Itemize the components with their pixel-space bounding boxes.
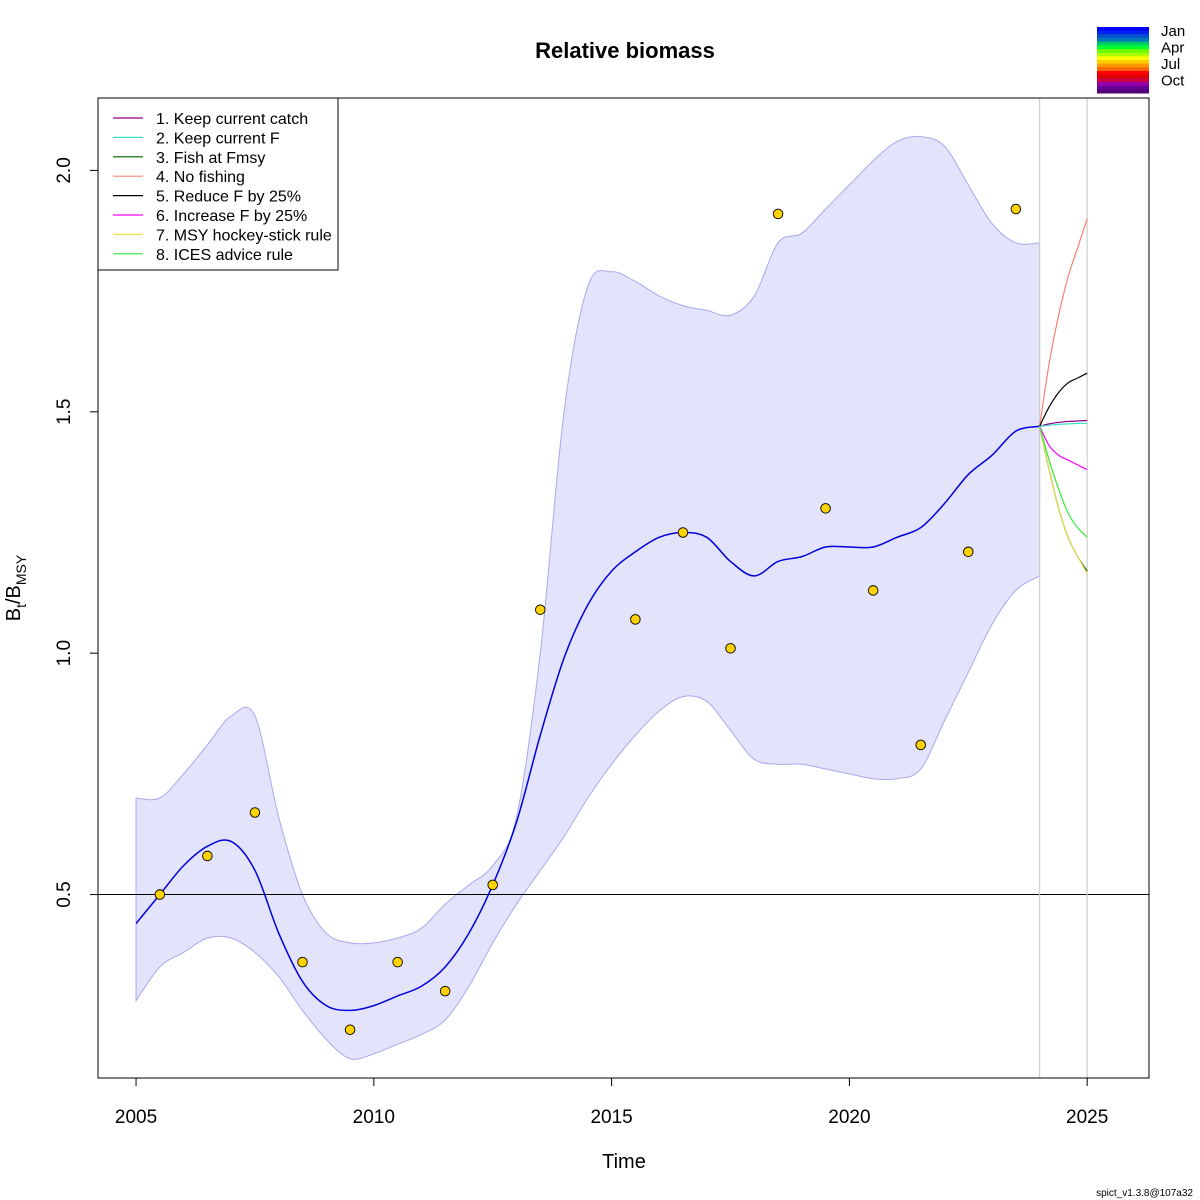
observation-point <box>535 604 546 615</box>
observation-point <box>392 956 403 968</box>
observation-point <box>630 614 641 625</box>
season-color-bar <box>1097 27 1149 32</box>
y-tick-label: 1.0 <box>54 640 75 666</box>
forecast-layer <box>1039 218 1088 574</box>
observation-point <box>154 889 166 900</box>
season-color-bar <box>1097 60 1149 65</box>
estimate-layer <box>135 425 1040 1012</box>
version-label: spict_v1.3.8@107a32 <box>1096 1188 1193 1199</box>
observation-point <box>677 527 689 538</box>
observation-point <box>963 546 974 558</box>
season-color-bar <box>1097 67 1149 72</box>
legend-box <box>97 97 339 271</box>
observation-point <box>297 956 308 968</box>
observation-point <box>487 879 498 891</box>
season-color-bar <box>1097 38 1149 43</box>
x-tick-label: 2025 <box>1066 1107 1108 1128</box>
observation-point <box>725 643 736 654</box>
season-color-bar <box>1097 78 1149 83</box>
observation-point <box>1010 203 1022 215</box>
season-color-bar <box>1097 52 1149 57</box>
observation-point <box>867 585 879 596</box>
season-label-oct: Oct <box>1161 73 1185 90</box>
forecast-line-8 <box>1039 426 1088 538</box>
observation-point <box>820 503 831 514</box>
legend-label-4: 4. No fishing <box>156 169 245 186</box>
observation-point <box>249 807 261 818</box>
forecast-line-1 <box>1039 419 1088 427</box>
observation-point <box>772 208 784 220</box>
y-axis-label-mid: /B <box>3 585 25 604</box>
x-tick-label: 2015 <box>590 1107 632 1128</box>
y-tick-label: 1.5 <box>54 399 75 425</box>
season-color-bar <box>1097 45 1149 50</box>
season-label-jan: Jan <box>1161 23 1185 40</box>
x-tick-label: 2005 <box>115 1107 157 1128</box>
legend-label-2: 2. Keep current F <box>156 130 280 147</box>
season-label-jul: Jul <box>1161 56 1180 73</box>
forecast-line-7 <box>1039 426 1088 574</box>
forecast-line-6 <box>1039 426 1088 471</box>
observations-layer <box>154 203 1022 1035</box>
observation-point <box>202 850 213 862</box>
season-color-bar <box>1097 30 1149 35</box>
legend-label-3: 3. Fish at Fmsy <box>156 150 265 167</box>
biomass-estimate-line <box>135 425 1040 1012</box>
season-color-bar <box>1097 49 1149 54</box>
season-color-bar <box>1097 41 1149 46</box>
legend-label-8: 8. ICES advice rule <box>156 247 293 264</box>
forecast-line-5 <box>1039 372 1088 427</box>
y-axis-label-sub1: t <box>13 604 29 608</box>
y-axis: 0.5 1.0 1.5 2.0 <box>54 157 99 908</box>
legend-label-1: 1. Keep current catch <box>156 111 308 128</box>
x-axis: 2005 2010 2015 2020 2025 <box>115 1077 1108 1128</box>
confidence-band-layer <box>135 135 1041 1060</box>
observation-point <box>439 985 451 997</box>
scenario-legend: 1. Keep current catch 2. Keep current F 3.… <box>97 97 339 271</box>
reference-line-layer <box>98 98 1149 1078</box>
season-color-bar <box>1097 85 1149 90</box>
y-axis-label-sub2: MSY <box>13 554 29 585</box>
season-color-bar <box>1097 63 1149 68</box>
confidence-band <box>135 135 1041 1060</box>
x-tick-label: 2020 <box>828 1107 870 1128</box>
x-axis-label: Time <box>602 1151 646 1173</box>
season-color-bar <box>1097 74 1149 79</box>
observation-point <box>344 1024 356 1035</box>
season-label-apr: Apr <box>1161 40 1184 57</box>
x-tick-label: 2010 <box>353 1107 395 1128</box>
y-tick-label: 2.0 <box>54 157 75 183</box>
y-tick-label: 0.5 <box>54 881 75 907</box>
chart-title: Relative biomass <box>535 38 715 63</box>
forecast-line-4 <box>1039 218 1088 427</box>
season-color-bar <box>1097 89 1149 94</box>
legend-label-5: 5. Reduce F by 25% <box>156 189 301 206</box>
season-color-bar <box>1097 56 1149 61</box>
observation-point <box>915 739 926 751</box>
legend-label-7: 7. MSY hockey-stick rule <box>156 227 332 244</box>
season-color-bar <box>1097 82 1149 87</box>
season-color-bar <box>1097 34 1149 39</box>
season-color-bar <box>1097 71 1149 76</box>
forecast-line-2 <box>1039 422 1088 427</box>
y-axis-label-main: B <box>3 608 25 621</box>
legend-label-6: 6. Increase F by 25% <box>156 208 307 225</box>
y-axis-label: Bt/BMSY <box>3 554 29 621</box>
